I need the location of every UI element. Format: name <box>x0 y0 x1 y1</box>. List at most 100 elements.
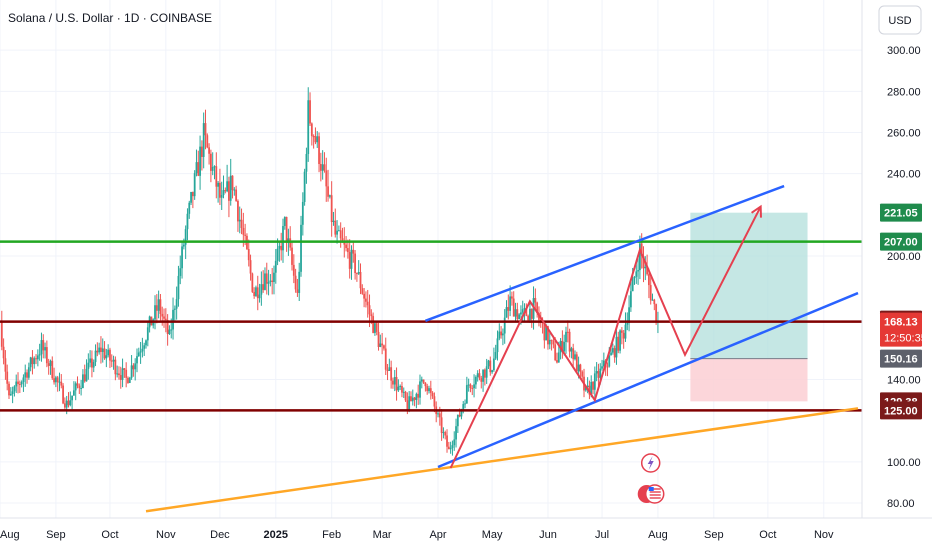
candle-down <box>352 249 355 254</box>
candle-down <box>166 320 169 335</box>
candle-down <box>325 170 328 187</box>
candle-down <box>568 331 571 352</box>
projection-path[interactable] <box>449 206 762 469</box>
candle-up <box>199 146 201 176</box>
price-tick-label: 260.00 <box>887 128 921 140</box>
candle-down <box>640 243 643 257</box>
price-badge-value: 207.00 <box>884 237 918 249</box>
candle-up <box>177 275 180 300</box>
time-axis-panel[interactable] <box>0 518 862 550</box>
candle-up <box>139 351 142 353</box>
candle-down <box>294 275 297 290</box>
candle-up <box>577 364 580 372</box>
candle-down <box>100 347 102 352</box>
drawings[interactable] <box>0 184 862 513</box>
candle-down <box>110 360 113 362</box>
candle-down <box>291 247 293 265</box>
price-tick-label: 100.00 <box>887 457 921 469</box>
time-tick-label: Aug <box>0 529 20 541</box>
candle-down <box>242 227 245 235</box>
candle-up <box>107 349 110 356</box>
candle-down <box>262 284 265 290</box>
time-axis[interactable]: Aug Sep Oct Nov Dec 2025 Feb Mar Apr May Jun Jul Aug… <box>0 529 834 541</box>
candle-up <box>101 348 104 352</box>
candle-up <box>283 216 286 227</box>
candle-down <box>76 383 79 386</box>
candle-down <box>31 357 34 365</box>
candle-down <box>440 417 443 433</box>
currency-label[interactable]: USD <box>888 15 911 27</box>
candle-up <box>408 396 411 411</box>
price-tick-label: 140.00 <box>887 375 921 387</box>
lightning-event-icon[interactable] <box>640 453 661 473</box>
event-markers[interactable] <box>637 453 665 504</box>
candle-up <box>40 340 43 355</box>
candle-down <box>256 287 259 299</box>
channel-upper-line[interactable] <box>424 184 785 323</box>
candle-down <box>597 371 600 378</box>
candle-down <box>197 162 200 176</box>
price-axis[interactable]: 300.00 280.00 260.00 240.00 200.00 140.00 100.… <box>887 45 921 510</box>
candle-down <box>247 249 250 261</box>
candle-up <box>305 154 308 172</box>
candle-down <box>285 216 288 243</box>
candle-down <box>334 220 337 235</box>
candle-down <box>424 382 427 387</box>
time-tick-label: Nov <box>814 529 834 541</box>
candle-up <box>186 213 189 230</box>
candle-down <box>395 377 398 391</box>
position-zones[interactable] <box>690 212 808 402</box>
candle-up <box>644 266 647 269</box>
candle-down <box>489 360 492 373</box>
candle-up <box>15 381 18 387</box>
candle-up <box>456 414 459 427</box>
candle-up <box>491 370 493 373</box>
candle-up <box>498 331 501 339</box>
channel-lower-line[interactable] <box>437 291 859 469</box>
candle-up <box>134 363 137 370</box>
candle-up <box>449 447 452 450</box>
candle-up <box>44 347 46 351</box>
candle-up <box>610 352 612 356</box>
currency-button[interactable]: USD <box>878 5 922 35</box>
candle-up <box>651 299 654 301</box>
candle-down <box>309 100 311 124</box>
time-tick-label: Dec <box>210 529 230 541</box>
price-tick-label: 80.00 <box>887 498 915 510</box>
candle-up <box>20 381 23 385</box>
candle-down <box>53 378 55 383</box>
candle-up <box>173 308 176 310</box>
candle-down <box>204 123 207 136</box>
candle-up <box>332 220 335 222</box>
price-badge: 168.13 12:50:35 <box>880 312 927 347</box>
candle-down <box>469 384 472 389</box>
candle-up <box>374 323 376 333</box>
long-trendline[interactable] <box>145 407 859 513</box>
candle-down <box>566 331 569 333</box>
candle-down <box>91 358 93 368</box>
time-tick-label: Aug <box>648 529 668 541</box>
candle-up <box>188 202 191 214</box>
price-axis-panel[interactable] <box>862 0 932 550</box>
candle-down <box>458 414 461 417</box>
currency-button-frame[interactable] <box>878 5 922 35</box>
candle-down <box>401 386 403 393</box>
candle-down <box>125 369 128 378</box>
candle-up <box>601 366 603 369</box>
candle-up <box>393 377 396 385</box>
candle-up <box>141 348 144 352</box>
flag-event-front <box>644 484 665 504</box>
time-tick-label: Nov <box>156 529 176 541</box>
us-flag-event-icon[interactable] <box>637 484 665 504</box>
candle-down <box>438 413 441 418</box>
candle-up <box>267 282 270 284</box>
candle-up <box>276 248 279 261</box>
candle-down <box>550 339 553 341</box>
candle-up <box>397 386 400 391</box>
candle-up <box>137 352 140 357</box>
target-zone[interactable] <box>690 212 808 359</box>
symbol-title[interactable]: Solana / U.S. Dollar · 1D · COINBASE <box>8 11 212 25</box>
stop-zone[interactable] <box>690 358 808 402</box>
candle-down <box>592 381 594 390</box>
